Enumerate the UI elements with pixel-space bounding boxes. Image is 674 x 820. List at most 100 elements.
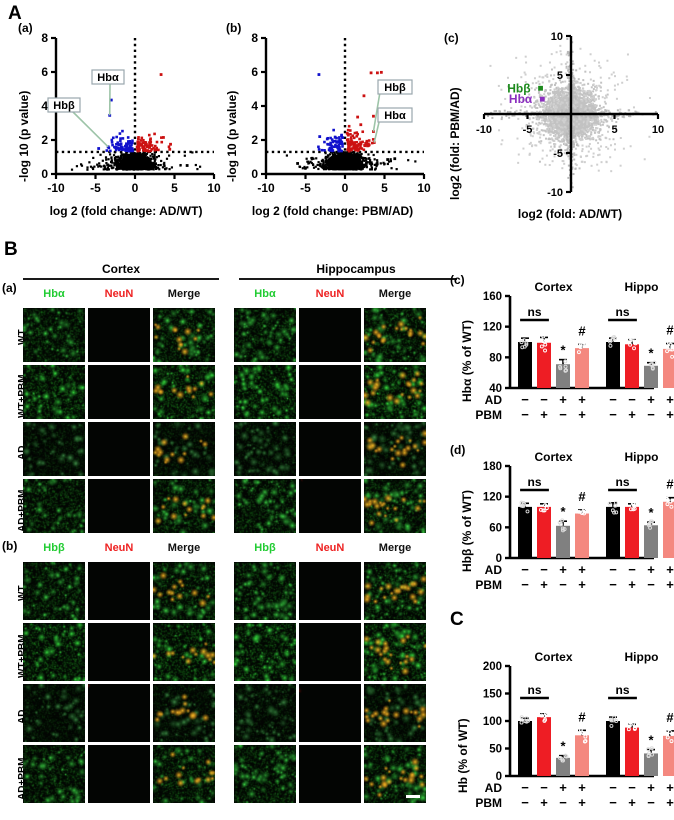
bar <box>625 727 639 776</box>
Ac-ylabel: log2 (fold: PBM/AD) <box>448 87 462 200</box>
micrograph-tile <box>153 365 215 419</box>
micrograph-tile <box>88 365 150 419</box>
group-label-hippo: Hippo <box>625 650 659 664</box>
micrograph-tile <box>23 422 85 476</box>
bar <box>663 501 674 558</box>
condition-value: − <box>628 392 636 407</box>
bar <box>537 506 551 558</box>
annotation-label: Hbβ <box>384 82 406 94</box>
micrograph-tile <box>88 562 150 620</box>
svg-text:6: 6 <box>251 65 258 79</box>
micrograph-tile <box>234 745 296 803</box>
condition-value: + <box>647 780 655 795</box>
condition-value: + <box>578 577 586 592</box>
bar <box>625 344 639 388</box>
annotation-label: Hbα <box>97 72 119 84</box>
svg-text:10: 10 <box>417 181 431 195</box>
micrograph-block-hba: (a) Cortex Hippocampus Hbα NeuN Merge Hbα Ne… <box>0 262 457 533</box>
svg-text:2: 2 <box>41 133 48 147</box>
bar <box>575 735 589 776</box>
ns-label: ns <box>615 683 629 697</box>
condition-value: − <box>540 392 548 407</box>
ns-label: ns <box>615 475 629 489</box>
highlighted-point <box>539 96 545 102</box>
channel-label-merge: Merge <box>167 542 201 554</box>
subpanel-label-Ba: (a) <box>2 281 17 295</box>
micrograph-tile <box>234 365 296 419</box>
ns-label: ns <box>615 305 629 319</box>
annotation-box <box>377 79 413 95</box>
subpanel-label-Bb: (b) <box>2 539 18 553</box>
ns-label: ns <box>527 305 541 319</box>
group-label-hippo: Hippo <box>625 450 659 464</box>
significance-marker: * <box>648 733 654 748</box>
panel-letter-A: A <box>8 3 22 24</box>
svg-text:8: 8 <box>251 31 258 45</box>
significance-marker: # <box>666 477 674 492</box>
subpanel-label-Bc: (c) <box>450 273 465 287</box>
condition-value: − <box>521 562 529 577</box>
micrograph-tile <box>364 308 426 362</box>
condition-value: + <box>540 577 548 592</box>
condition-value: − <box>647 795 655 810</box>
bar <box>518 721 532 776</box>
micrograph-tile <box>23 562 85 620</box>
svg-text:4: 4 <box>41 99 48 113</box>
svg-text:-10: -10 <box>257 181 275 195</box>
subpanel-label-Bd: (d) <box>450 443 466 457</box>
condition-value: − <box>647 577 655 592</box>
condition-value: + <box>559 562 567 577</box>
annotation-box <box>91 69 125 85</box>
micrograph-tile <box>234 562 296 620</box>
group-label-hippo: Hippo <box>625 280 659 294</box>
bar <box>663 348 674 388</box>
ns-label: ns <box>527 683 541 697</box>
micrograph-tile <box>299 308 361 362</box>
micrograph-tile <box>23 684 85 742</box>
micrograph-tile <box>88 479 150 533</box>
channel-label-merge: Merge <box>378 288 412 300</box>
condition-value: + <box>578 780 586 795</box>
condition-value: − <box>609 392 617 407</box>
bar <box>625 506 639 558</box>
group-label-cortex: Cortex <box>534 280 572 294</box>
bar <box>575 348 589 388</box>
condition-value: + <box>647 562 655 577</box>
condition-row-label: PBM <box>475 408 502 422</box>
micrograph-tile <box>299 623 361 681</box>
condition-value: + <box>578 795 586 810</box>
group-label-cortex: Cortex <box>534 650 572 664</box>
significance-marker: # <box>666 323 674 338</box>
micrograph-tile <box>364 562 426 620</box>
svg-text:10: 10 <box>207 181 221 195</box>
significance-marker: * <box>648 505 654 520</box>
condition-value: − <box>540 562 548 577</box>
significance-marker: * <box>560 739 566 754</box>
channel-label-neun: NeuN <box>104 288 134 300</box>
condition-value: + <box>666 795 674 810</box>
micrograph-tile <box>153 422 215 476</box>
condition-value: − <box>609 780 617 795</box>
ns-label: ns <box>527 475 541 489</box>
micrograph-tile <box>23 745 85 803</box>
svg-text:-10: -10 <box>47 181 65 195</box>
micrograph-tile <box>234 422 296 476</box>
condition-value: − <box>628 562 636 577</box>
condition-value: − <box>609 562 617 577</box>
annotation-label: Hbβ <box>507 81 530 95</box>
micrograph-tile <box>364 623 426 681</box>
Aa-canvas: 0 2 4 6 8 -10 -5 0 5 10 Hbβ Hbα <box>41 31 221 195</box>
significance-marker: # <box>578 323 586 338</box>
micrograph-tile <box>23 479 85 533</box>
micrograph-tile <box>299 745 361 803</box>
annotation-box <box>377 107 413 123</box>
micrograph-tile <box>23 623 85 681</box>
region-header-cortex-a: Cortex <box>101 262 140 276</box>
micrograph-tile <box>364 745 426 803</box>
svg-text:-5: -5 <box>90 181 101 195</box>
Ab-xlabel: log 2 (fold change: PBM/AD) <box>251 204 414 218</box>
condition-row-label: AD <box>485 393 503 407</box>
annotation-box <box>47 97 81 113</box>
micrograph-tile <box>234 308 296 362</box>
micrograph-tile <box>153 745 215 803</box>
